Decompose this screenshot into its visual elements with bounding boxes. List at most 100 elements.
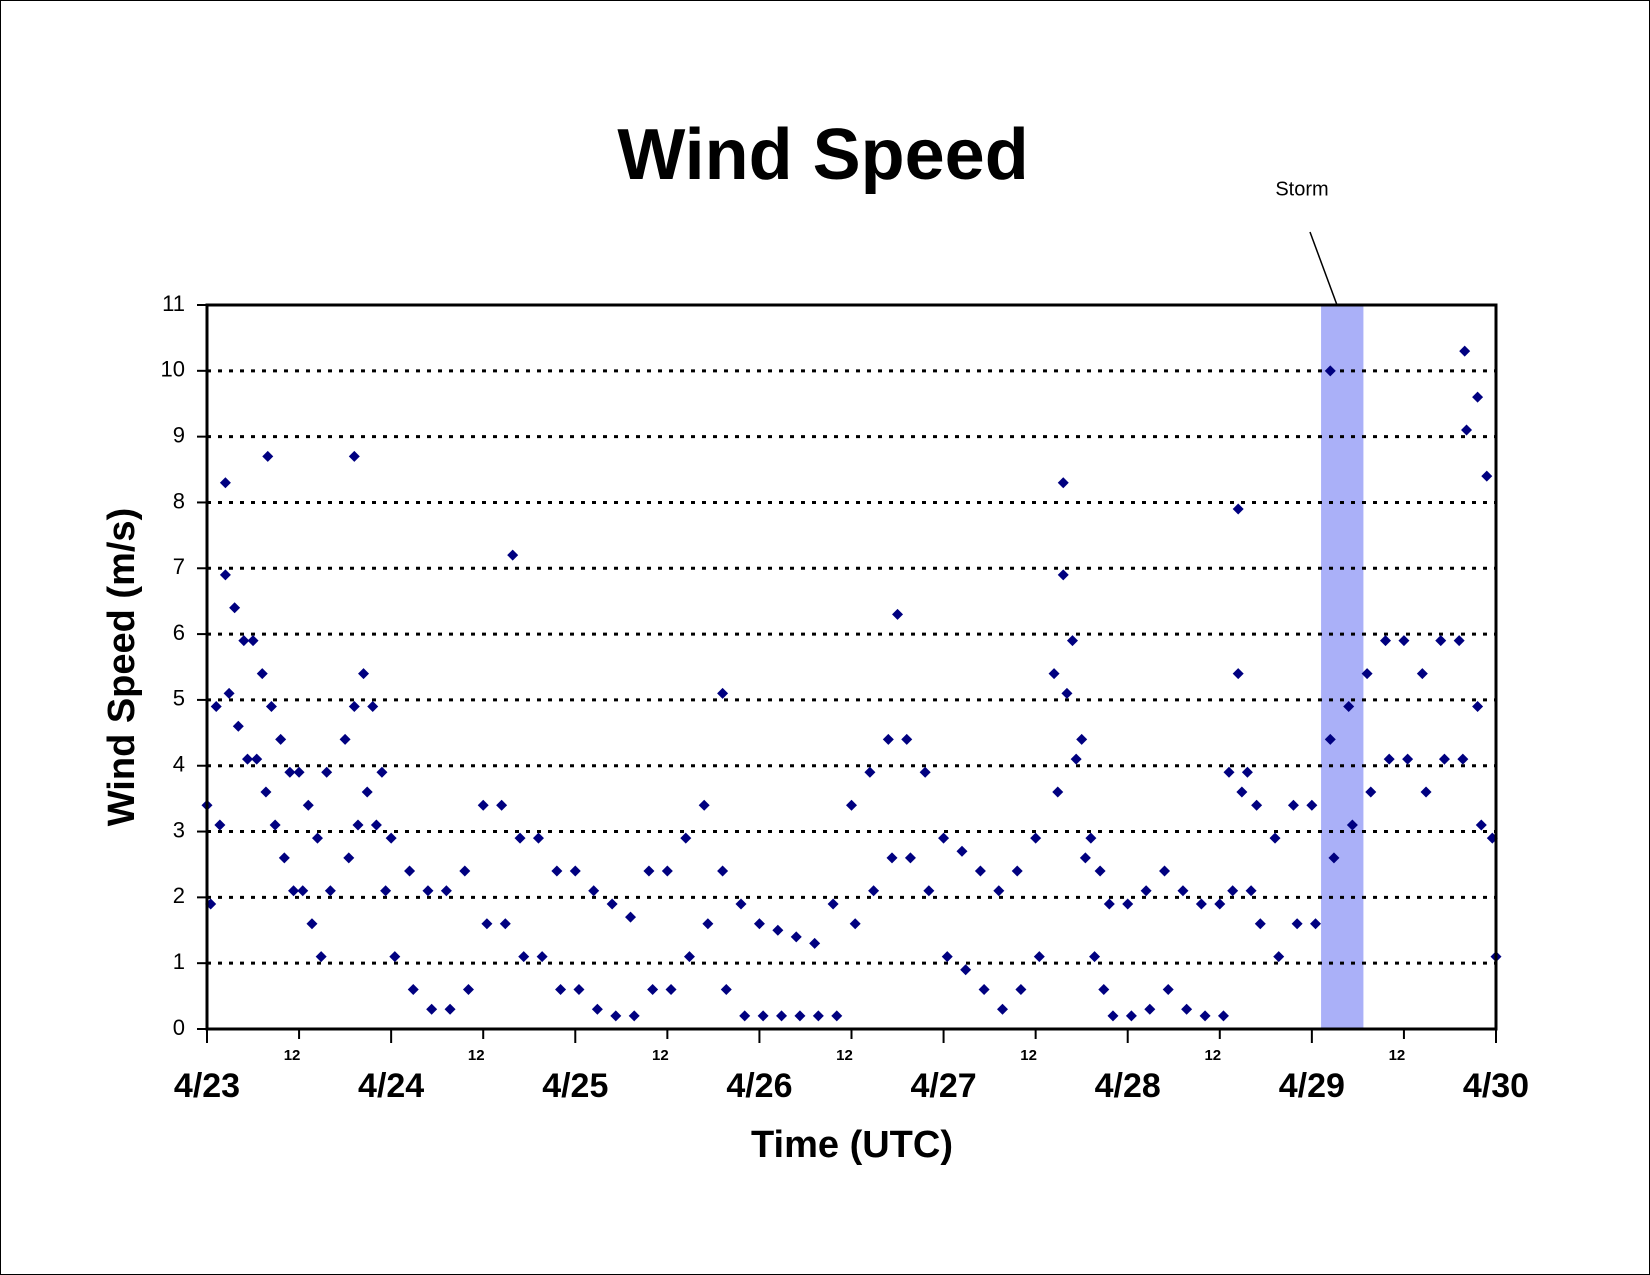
- point: [1030, 832, 1042, 844]
- point: [720, 984, 732, 996]
- point: [389, 951, 401, 963]
- point: [665, 984, 677, 996]
- point: [812, 1010, 824, 1022]
- point: [960, 964, 972, 976]
- point: [1365, 786, 1377, 798]
- point: [591, 1003, 603, 1015]
- x-tick-label: 4/25: [542, 1067, 608, 1105]
- x-minor-tick-label: 12: [652, 1047, 669, 1064]
- point: [904, 852, 916, 864]
- point: [242, 753, 254, 765]
- point: [1177, 885, 1189, 897]
- point: [1420, 786, 1432, 798]
- point: [776, 1010, 788, 1022]
- point: [647, 984, 659, 996]
- x-minor-tick-label: 12: [1020, 1047, 1037, 1064]
- point: [1140, 885, 1152, 897]
- x-minor-tick-label: 12: [468, 1047, 485, 1064]
- point: [1383, 753, 1395, 765]
- point: [1254, 918, 1266, 930]
- point: [262, 450, 274, 462]
- point: [555, 984, 567, 996]
- point: [886, 852, 898, 864]
- point: [536, 951, 548, 963]
- point: [1306, 799, 1318, 811]
- point: [361, 786, 373, 798]
- point: [753, 918, 765, 930]
- point: [426, 1003, 438, 1015]
- point: [1181, 1003, 1193, 1015]
- y-tick-label: 8: [173, 488, 185, 513]
- point: [229, 602, 241, 614]
- point: [1416, 668, 1428, 680]
- point: [1459, 345, 1471, 357]
- point: [214, 819, 226, 831]
- point: [1380, 635, 1392, 647]
- point: [481, 918, 493, 930]
- point: [339, 733, 351, 745]
- point: [477, 799, 489, 811]
- point: [422, 885, 434, 897]
- point: [606, 898, 618, 910]
- point: [1094, 865, 1106, 877]
- point: [462, 984, 474, 996]
- point: [794, 1010, 806, 1022]
- point: [610, 1010, 622, 1022]
- point: [864, 766, 876, 778]
- point: [251, 753, 263, 765]
- point: [1324, 365, 1336, 377]
- point: [518, 951, 530, 963]
- point: [901, 733, 913, 745]
- point: [459, 865, 471, 877]
- point: [348, 450, 360, 462]
- point: [1052, 786, 1064, 798]
- point: [978, 984, 990, 996]
- y-tick-label: 10: [161, 357, 185, 382]
- point: [1343, 700, 1355, 712]
- point: [809, 937, 821, 949]
- point: [1457, 753, 1469, 765]
- point: [260, 786, 272, 798]
- y-tick-label: 7: [173, 554, 185, 579]
- point: [919, 766, 931, 778]
- point: [680, 832, 692, 844]
- point: [661, 865, 673, 877]
- point: [376, 766, 388, 778]
- y-tick-label: 2: [173, 883, 185, 908]
- point: [1475, 819, 1487, 831]
- point: [302, 799, 314, 811]
- point: [1398, 635, 1410, 647]
- x-axis-title: Time (UTC): [751, 1124, 953, 1166]
- x-tick-label: 4/23: [174, 1067, 240, 1105]
- point: [315, 951, 327, 963]
- y-tick-label: 3: [173, 817, 185, 842]
- point: [938, 832, 950, 844]
- point: [827, 898, 839, 910]
- point: [1232, 503, 1244, 515]
- point: [275, 733, 287, 745]
- point: [772, 924, 784, 936]
- point: [1481, 470, 1493, 482]
- point: [1107, 1010, 1119, 1022]
- point: [306, 918, 318, 930]
- point: [739, 1010, 751, 1022]
- point: [404, 865, 416, 877]
- point: [1214, 898, 1226, 910]
- point: [247, 635, 259, 647]
- point: [941, 951, 953, 963]
- point: [1227, 885, 1239, 897]
- x-minor-tick-label: 12: [836, 1047, 853, 1064]
- point: [1291, 918, 1303, 930]
- point: [1453, 635, 1465, 647]
- point: [1402, 753, 1414, 765]
- point: [1217, 1010, 1229, 1022]
- point: [223, 687, 235, 699]
- point: [278, 852, 290, 864]
- point: [1269, 832, 1281, 844]
- y-tick-label: 1: [173, 949, 185, 974]
- point: [352, 819, 364, 831]
- point: [698, 799, 710, 811]
- point: [1195, 898, 1207, 910]
